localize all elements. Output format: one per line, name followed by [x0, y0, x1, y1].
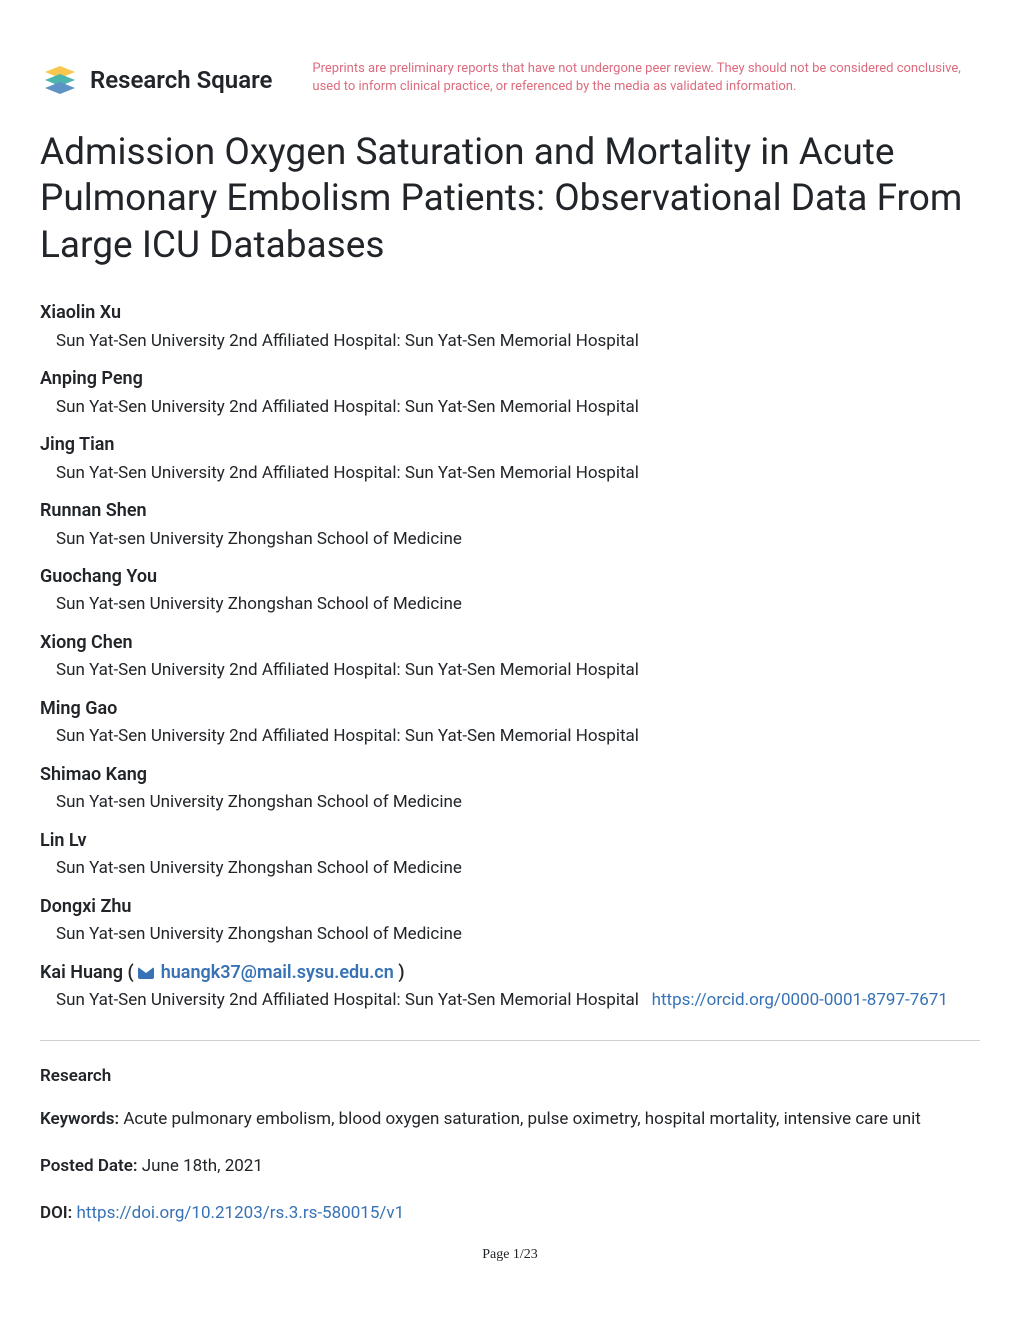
author-affiliation: Sun Yat-sen University Zhongshan School …	[40, 591, 980, 618]
email-icon	[138, 967, 154, 979]
logo-icon	[40, 60, 80, 100]
logo-text: Research Square	[90, 66, 272, 94]
posted-date-label: Posted Date:	[40, 1156, 138, 1176]
author-entry: Guochang You Sun Yat-sen University Zhon…	[40, 563, 980, 619]
doi-link[interactable]: https://doi.org/10.21203/rs.3.rs-580015/…	[77, 1203, 405, 1223]
divider	[40, 1040, 980, 1041]
author-affiliation: Sun Yat-sen University Zhongshan School …	[40, 789, 980, 816]
orcid-link[interactable]: https://orcid.org/0000-0001-8797-7671	[652, 990, 948, 1010]
keywords-label: Keywords:	[40, 1109, 119, 1129]
author-entry: Xiaolin Xu Sun Yat-Sen University 2nd Af…	[40, 299, 980, 355]
page-number: Page 1/23	[40, 1247, 980, 1263]
author-affiliation: Sun Yat-Sen University 2nd Affiliated Ho…	[40, 657, 980, 684]
author-name: Xiong Chen	[40, 629, 980, 658]
author-name: Ming Gao	[40, 695, 980, 724]
author-affiliation: Sun Yat-Sen University 2nd Affiliated Ho…	[40, 460, 980, 487]
author-entry: Shimao Kang Sun Yat-sen University Zhong…	[40, 761, 980, 817]
author-name: Dongxi Zhu	[40, 893, 980, 922]
email-link[interactable]: huangk37@mail.sysu.edu.cn	[161, 962, 394, 983]
doi-label: DOI:	[40, 1203, 72, 1223]
posted-date-value: June 18th, 2021	[142, 1156, 263, 1176]
corresponding-marker: (	[127, 962, 138, 983]
page-header: Research Square Preprints are preliminar…	[40, 60, 980, 100]
author-name: Runnan Shen	[40, 497, 980, 526]
author-affiliation: Sun Yat-Sen University 2nd Affiliated Ho…	[40, 394, 980, 421]
author-name-text: Kai Huang	[40, 962, 123, 983]
author-entry: Anping Peng Sun Yat-Sen University 2nd A…	[40, 365, 980, 421]
author-name: Guochang You	[40, 563, 980, 592]
article-title: Admission Oxygen Saturation and Mortalit…	[40, 130, 980, 269]
author-affiliation: Sun Yat-Sen University 2nd Affiliated Ho…	[40, 723, 980, 750]
keywords-value: Acute pulmonary embolism, blood oxygen s…	[123, 1109, 920, 1129]
author-entry: Runnan Shen Sun Yat-sen University Zhong…	[40, 497, 980, 553]
corresponding-marker-close: )	[398, 962, 404, 983]
author-name: Xiaolin Xu	[40, 299, 980, 328]
author-name: Anping Peng	[40, 365, 980, 394]
author-list: Xiaolin Xu Sun Yat-Sen University 2nd Af…	[40, 299, 980, 1015]
posted-date-row: Posted Date: June 18th, 2021	[40, 1153, 980, 1180]
author-entry: Dongxi Zhu Sun Yat-sen University Zhongs…	[40, 893, 980, 949]
author-entry: Ming Gao Sun Yat-Sen University 2nd Affi…	[40, 695, 980, 751]
author-affiliation: Sun Yat-sen University Zhongshan School …	[40, 526, 980, 553]
author-name: Shimao Kang	[40, 761, 980, 790]
logo[interactable]: Research Square	[40, 60, 272, 100]
doi-row: DOI: https://doi.org/10.21203/rs.3.rs-58…	[40, 1200, 980, 1227]
author-entry: Xiong Chen Sun Yat-Sen University 2nd Af…	[40, 629, 980, 685]
author-name: Lin Lv	[40, 827, 980, 856]
affiliation-text: Sun Yat-Sen University 2nd Affiliated Ho…	[56, 990, 639, 1010]
preprint-disclaimer: Preprints are preliminary reports that h…	[312, 60, 980, 96]
article-type: Research	[40, 1066, 980, 1086]
corresponding-affiliation: Sun Yat-Sen University 2nd Affiliated Ho…	[40, 987, 980, 1014]
author-affiliation: Sun Yat-Sen University 2nd Affiliated Ho…	[40, 328, 980, 355]
author-affiliation: Sun Yat-sen University Zhongshan School …	[40, 921, 980, 948]
author-entry: Lin Lv Sun Yat-sen University Zhongshan …	[40, 827, 980, 883]
author-affiliation: Sun Yat-sen University Zhongshan School …	[40, 855, 980, 882]
corresponding-author-entry: Kai Huang ( huangk37@mail.sysu.edu.cn ) …	[40, 959, 980, 1015]
author-name: Jing Tian	[40, 431, 980, 460]
corresponding-author-name: Kai Huang ( huangk37@mail.sysu.edu.cn )	[40, 959, 980, 988]
keywords-row: Keywords: Acute pulmonary embolism, bloo…	[40, 1106, 980, 1133]
author-entry: Jing Tian Sun Yat-Sen University 2nd Aff…	[40, 431, 980, 487]
